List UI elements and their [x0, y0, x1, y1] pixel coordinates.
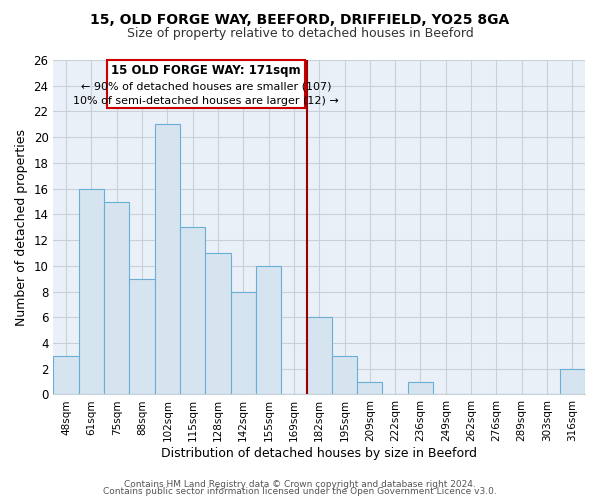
- Bar: [357, 382, 382, 394]
- Bar: [205, 253, 230, 394]
- Text: Contains public sector information licensed under the Open Government Licence v3: Contains public sector information licen…: [103, 488, 497, 496]
- Text: Contains HM Land Registry data © Crown copyright and database right 2024.: Contains HM Land Registry data © Crown c…: [124, 480, 476, 489]
- Text: 15, OLD FORGE WAY, BEEFORD, DRIFFIELD, YO25 8GA: 15, OLD FORGE WAY, BEEFORD, DRIFFIELD, Y…: [91, 12, 509, 26]
- Bar: [53, 356, 79, 395]
- Text: Size of property relative to detached houses in Beeford: Size of property relative to detached ho…: [127, 28, 473, 40]
- Bar: [79, 188, 104, 394]
- Bar: [130, 278, 155, 394]
- Bar: [155, 124, 180, 394]
- Y-axis label: Number of detached properties: Number of detached properties: [15, 128, 28, 326]
- Text: 10% of semi-detached houses are larger (12) →: 10% of semi-detached houses are larger (…: [73, 96, 339, 106]
- X-axis label: Distribution of detached houses by size in Beeford: Distribution of detached houses by size …: [161, 447, 477, 460]
- Bar: [332, 356, 357, 395]
- FancyBboxPatch shape: [107, 60, 305, 108]
- Bar: [560, 368, 585, 394]
- Text: 15 OLD FORGE WAY: 171sqm: 15 OLD FORGE WAY: 171sqm: [111, 64, 301, 77]
- Bar: [180, 227, 205, 394]
- Bar: [307, 318, 332, 394]
- Bar: [230, 292, 256, 395]
- Bar: [104, 202, 130, 394]
- Bar: [256, 266, 281, 394]
- Bar: [408, 382, 433, 394]
- Text: ← 90% of detached houses are smaller (107): ← 90% of detached houses are smaller (10…: [80, 82, 331, 92]
